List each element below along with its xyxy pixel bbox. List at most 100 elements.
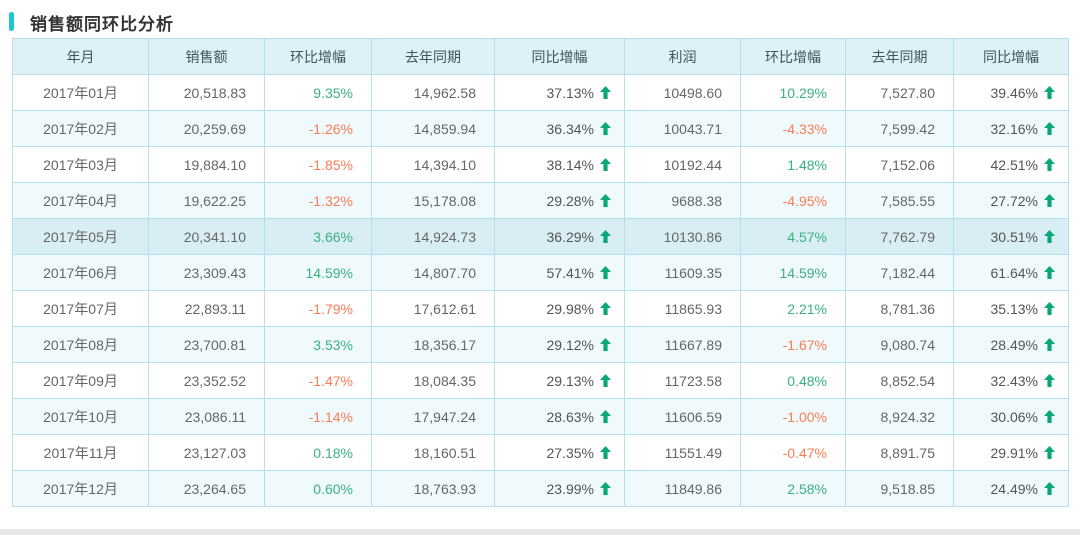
table-row[interactable]: 2017年10月 23,086.11 -1.14% 17,947.24 28.6… [12, 398, 1069, 435]
column-header-sales-yoy: 同比增幅 [494, 38, 625, 75]
cell-sales-yoy: 36.34% [494, 110, 625, 147]
cell-profit-ly: 8,924.32 [845, 398, 954, 435]
cell-profit-ly: 7,182.44 [845, 254, 954, 291]
up-arrow-icon [600, 121, 611, 135]
cell-month: 2017年05月 [12, 218, 149, 255]
column-header-month: 年月 [12, 38, 149, 75]
title-accent-bar-icon [9, 12, 14, 31]
column-header-profit-ly: 去年同期 [845, 38, 954, 75]
table-row[interactable]: 2017年04月 19,622.25 -1.32% 15,178.08 29.2… [12, 182, 1069, 219]
yoy-value: 42.51% [990, 156, 1038, 173]
yoy-value: 30.06% [990, 408, 1038, 425]
yoy-value: 35.13% [990, 300, 1038, 317]
cell-profit-mom: 10.29% [740, 74, 846, 111]
column-header-sales-mom: 环比增幅 [264, 38, 372, 75]
cell-sales-yoy: 38.14% [494, 146, 625, 183]
cell-sales-ly: 17,612.61 [371, 290, 495, 327]
cell-profit-yoy: 24.49% [953, 470, 1069, 507]
column-header-profit-yoy: 同比增幅 [953, 38, 1069, 75]
cell-profit-mom: 1.48% [740, 146, 846, 183]
cell-profit-yoy: 42.51% [953, 146, 1069, 183]
cell-profit: 11849.86 [624, 470, 741, 507]
up-arrow-icon [600, 373, 611, 387]
cell-profit-mom: -1.67% [740, 326, 846, 363]
column-header-profit-mom: 环比增幅 [740, 38, 846, 75]
up-arrow-icon [1044, 265, 1055, 279]
table-row[interactable]: 2017年07月 22,893.11 -1.79% 17,612.61 29.9… [12, 290, 1069, 327]
yoy-value: 29.13% [546, 372, 594, 389]
cell-sales-ly: 14,924.73 [371, 218, 495, 255]
cell-sales-yoy: 36.29% [494, 218, 625, 255]
table-row[interactable]: 2017年01月 20,518.83 9.35% 14,962.58 37.13… [12, 74, 1069, 111]
table-row[interactable]: 2017年06月 23,309.43 14.59% 14,807.70 57.4… [12, 254, 1069, 291]
yoy-value: 32.43% [990, 372, 1038, 389]
cell-profit: 11723.58 [624, 362, 741, 399]
up-arrow-icon [1044, 409, 1055, 423]
up-arrow-icon [600, 445, 611, 459]
cell-profit: 11609.35 [624, 254, 741, 291]
cell-sales-ly: 17,947.24 [371, 398, 495, 435]
cell-profit-yoy: 39.46% [953, 74, 1069, 111]
cell-sales-yoy: 29.13% [494, 362, 625, 399]
table-row[interactable]: 2017年11月 23,127.03 0.18% 18,160.51 27.35… [12, 434, 1069, 471]
cell-sales-yoy: 37.13% [494, 74, 625, 111]
cell-profit-ly: 8,891.75 [845, 434, 954, 471]
up-arrow-icon [1044, 337, 1055, 351]
page-bottom-edge [0, 529, 1080, 535]
cell-sales-mom: 9.35% [264, 74, 372, 111]
cell-sales-ly: 14,859.94 [371, 110, 495, 147]
cell-profit-mom: 2.21% [740, 290, 846, 327]
yoy-value: 36.29% [546, 228, 594, 245]
up-arrow-icon [1044, 157, 1055, 171]
cell-sales-yoy: 29.12% [494, 326, 625, 363]
cell-profit: 11667.89 [624, 326, 741, 363]
table-row[interactable]: 2017年02月 20,259.69 -1.26% 14,859.94 36.3… [12, 110, 1069, 147]
cell-profit-mom: -0.47% [740, 434, 846, 471]
cell-profit: 10192.44 [624, 146, 741, 183]
cell-sales-yoy: 27.35% [494, 434, 625, 471]
yoy-value: 28.49% [990, 336, 1038, 353]
cell-profit-ly: 7,527.80 [845, 74, 954, 111]
up-arrow-icon [600, 265, 611, 279]
yoy-value: 38.14% [546, 156, 594, 173]
cell-profit-yoy: 30.06% [953, 398, 1069, 435]
up-arrow-icon [600, 157, 611, 171]
cell-profit-yoy: 30.51% [953, 218, 1069, 255]
cell-sales-yoy: 57.41% [494, 254, 625, 291]
table-row[interactable]: 2017年05月 20,341.10 3.66% 14,924.73 36.29… [12, 218, 1069, 255]
yoy-value: 29.28% [546, 192, 594, 209]
cell-month: 2017年02月 [12, 110, 149, 147]
table-row[interactable]: 2017年09月 23,352.52 -1.47% 18,084.35 29.1… [12, 362, 1069, 399]
cell-profit-ly: 7,152.06 [845, 146, 954, 183]
cell-profit-yoy: 29.91% [953, 434, 1069, 471]
cell-month: 2017年10月 [12, 398, 149, 435]
cell-sales: 23,127.03 [148, 434, 265, 471]
yoy-value: 39.46% [990, 84, 1038, 101]
cell-profit-ly: 9,518.85 [845, 470, 954, 507]
up-arrow-icon [600, 481, 611, 495]
cell-sales-mom: -1.47% [264, 362, 372, 399]
cell-sales-yoy: 29.98% [494, 290, 625, 327]
table-header: 年月 销售额 环比增幅 去年同期 同比增幅 利润 环比增幅 去年同期 同比增幅 [12, 38, 1069, 75]
table-body: 2017年01月 20,518.83 9.35% 14,962.58 37.13… [12, 74, 1069, 507]
cell-sales-mom: 0.18% [264, 434, 372, 471]
cell-month: 2017年01月 [12, 74, 149, 111]
yoy-value: 29.91% [990, 444, 1038, 461]
cell-sales-mom: -1.79% [264, 290, 372, 327]
cell-profit-yoy: 27.72% [953, 182, 1069, 219]
yoy-value: 23.99% [546, 480, 594, 497]
table-row[interactable]: 2017年03月 19,884.10 -1.85% 14,394.10 38.1… [12, 146, 1069, 183]
table-row[interactable]: 2017年12月 23,264.65 0.60% 18,763.93 23.99… [12, 470, 1069, 507]
cell-sales-ly: 18,763.93 [371, 470, 495, 507]
table-header-row: 年月 销售额 环比增幅 去年同期 同比增幅 利润 环比增幅 去年同期 同比增幅 [12, 38, 1069, 75]
table-row[interactable]: 2017年08月 23,700.81 3.53% 18,356.17 29.12… [12, 326, 1069, 363]
cell-sales: 20,518.83 [148, 74, 265, 111]
cell-sales: 23,309.43 [148, 254, 265, 291]
up-arrow-icon [1044, 85, 1055, 99]
cell-profit-mom: 0.48% [740, 362, 846, 399]
cell-profit: 9688.38 [624, 182, 741, 219]
cell-profit-mom: 14.59% [740, 254, 846, 291]
cell-profit-ly: 7,762.79 [845, 218, 954, 255]
cell-sales-mom: 3.66% [264, 218, 372, 255]
up-arrow-icon [1044, 193, 1055, 207]
